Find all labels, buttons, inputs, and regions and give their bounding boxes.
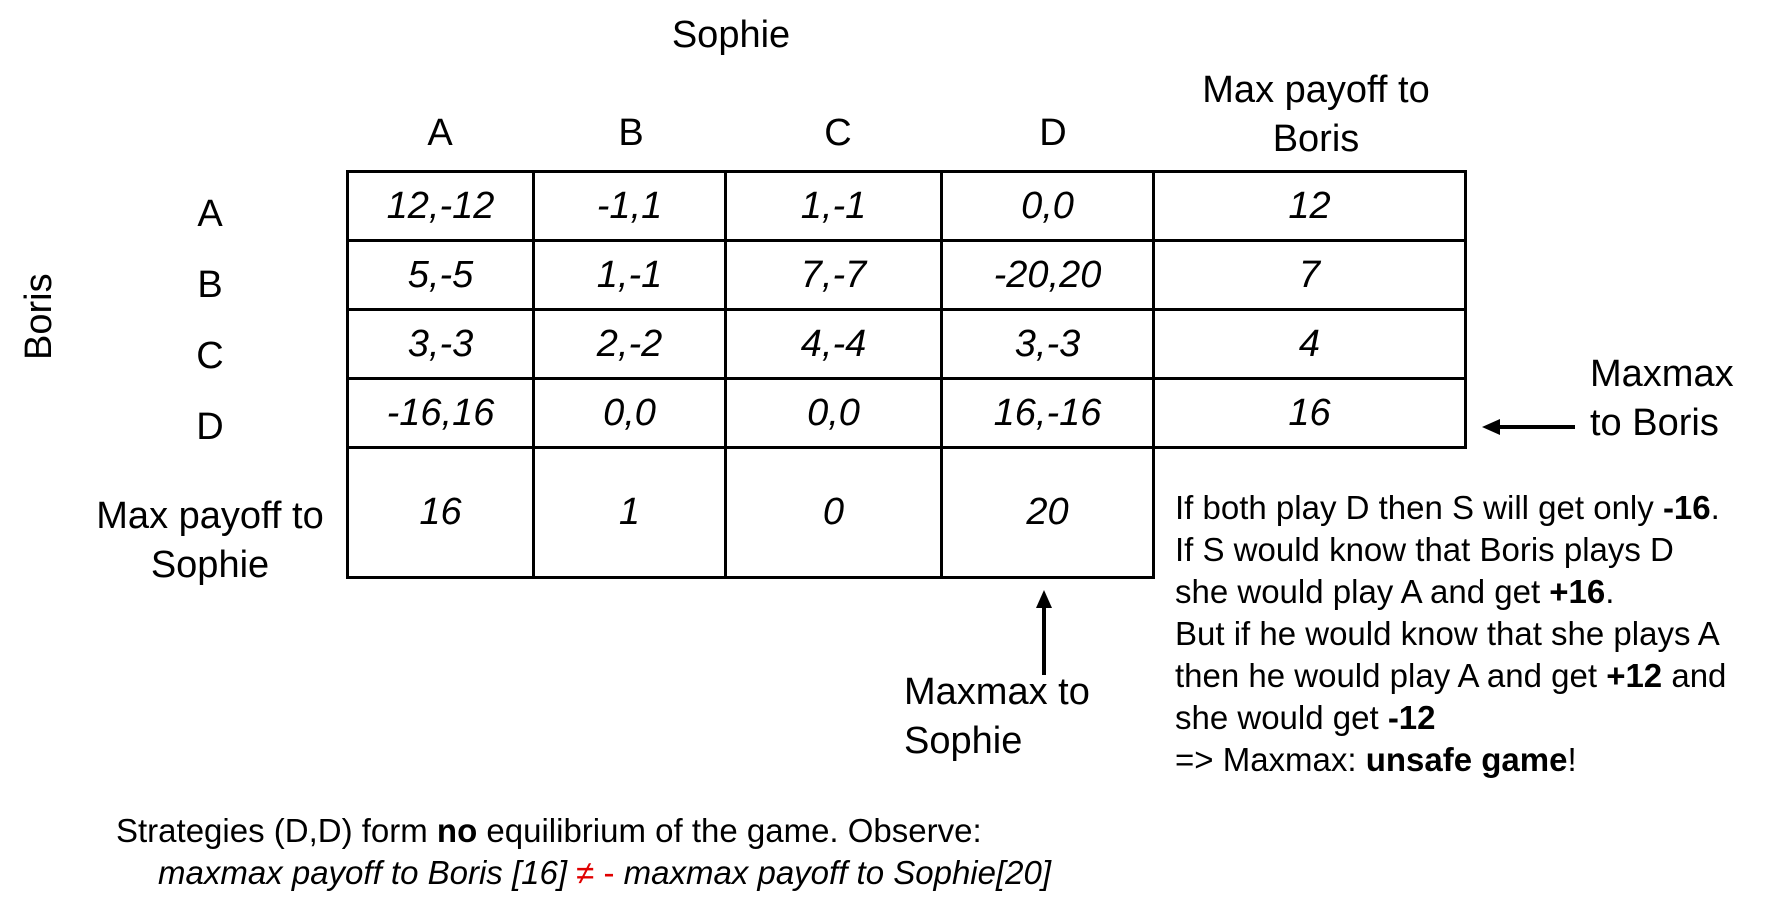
payoff-cell: 2,-2: [532, 308, 727, 380]
column-player-label: Sophie: [671, 14, 791, 56]
payoff-cell: 0,0: [940, 170, 1155, 242]
payoff-cell: 7,-7: [724, 239, 943, 311]
payoff-cell: 1,-1: [532, 239, 727, 311]
payoff-cell: 0,0: [532, 377, 727, 449]
payoff-cell: -20,20: [940, 239, 1155, 311]
payoff-cell: -16,16: [346, 377, 535, 449]
payoff-matrix: 12,-12 -1,1 1,-1 0,0 12 5,-5 1,-1 7,-7 -…: [346, 170, 1467, 579]
max-boris-header: Max payoff to Boris: [1202, 69, 1430, 160]
column-header-b: B: [618, 112, 644, 154]
payoff-cell: 4,-4: [724, 308, 943, 380]
table-row: 3,-3 2,-2 4,-4 3,-3 4: [346, 308, 1467, 380]
payoff-cell: -1,1: [532, 170, 727, 242]
explanation-note: If both play D then S will get only -16.…: [1175, 489, 1727, 778]
max-sophie-cell: 0: [724, 446, 943, 579]
column-header-c: C: [824, 112, 852, 154]
max-sophie-cell: 20: [940, 446, 1155, 579]
maxmax-boris-arrow: [1482, 419, 1575, 435]
equilibrium-statement: Strategies (D,D) form no equilibrium of …: [116, 812, 982, 849]
payoff-cell: 0,0: [724, 377, 943, 449]
maxmax-boris-label: Maxmax to Boris: [1590, 353, 1734, 444]
column-header-a: A: [427, 112, 453, 154]
max-sophie-cell: 16: [346, 446, 535, 579]
not-equal-symbol: ≠ -: [576, 854, 615, 891]
row-header-d: D: [196, 406, 224, 448]
column-header-d: D: [1039, 112, 1067, 154]
maxmax-sophie-arrow: [1036, 590, 1052, 675]
max-sophie-label: Max payoff to Sophie: [96, 495, 324, 586]
max-boris-cell: 12: [1152, 170, 1467, 242]
max-sophie-row: 16 1 0 20: [346, 446, 1466, 579]
table-row: -16,16 0,0 0,0 16,-16 16: [346, 377, 1467, 449]
payoff-cell: 1,-1: [724, 170, 943, 242]
payoff-cell: 16,-16: [940, 377, 1155, 449]
observation-formula: maxmax payoff to Boris [16] ≠ - maxmax p…: [158, 854, 1052, 891]
row-header-b: B: [197, 264, 223, 306]
payoff-cell: 12,-12: [346, 170, 535, 242]
max-boris-cell: 16: [1152, 377, 1467, 449]
max-boris-cell: 7: [1152, 239, 1467, 311]
max-sophie-cell: 1: [532, 446, 727, 579]
row-header-c: C: [196, 335, 224, 377]
maxmax-sophie-label: Maxmax to Sophie: [904, 671, 1090, 762]
row-header-a: A: [197, 193, 223, 235]
payoff-cell: 3,-3: [346, 308, 535, 380]
max-boris-cell: 4: [1152, 308, 1467, 380]
payoff-cell: 5,-5: [346, 239, 535, 311]
payoff-cell: 3,-3: [940, 308, 1155, 380]
table-row: 12,-12 -1,1 1,-1 0,0 12: [346, 170, 1467, 242]
table-row: 5,-5 1,-1 7,-7 -20,20 7: [346, 239, 1467, 311]
